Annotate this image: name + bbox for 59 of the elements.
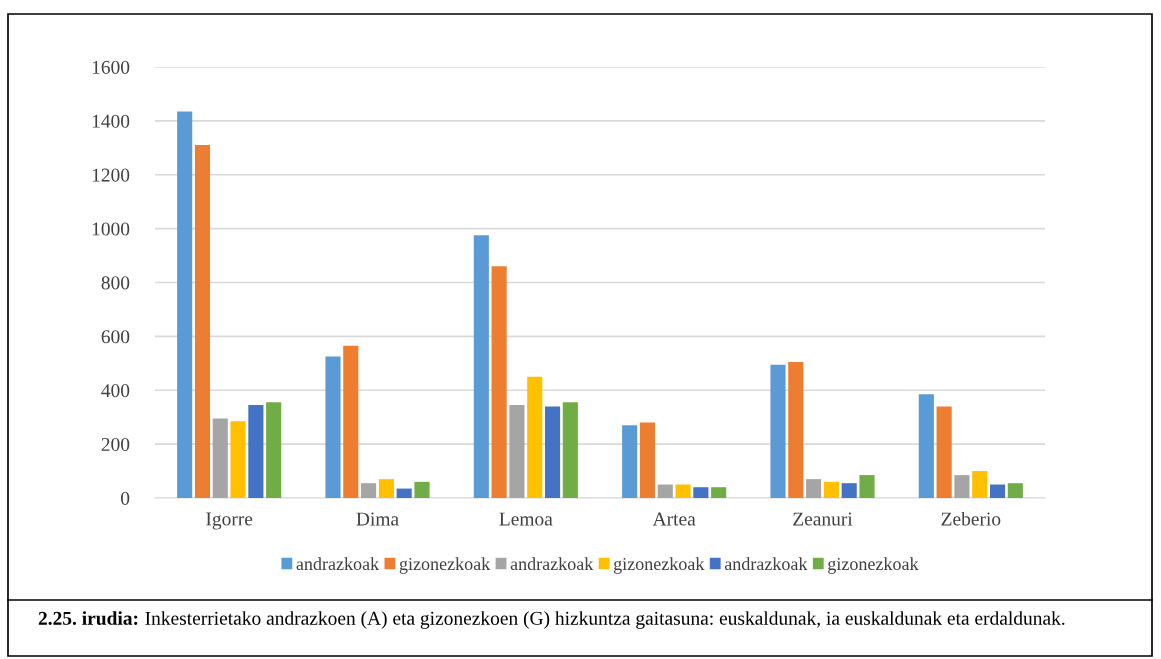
bar <box>711 487 727 498</box>
bar <box>527 376 543 498</box>
bar <box>378 479 394 498</box>
x-tick-label: Artea <box>652 512 696 526</box>
bar <box>266 402 282 498</box>
x-tick-label: Zeberio <box>941 511 1001 526</box>
bar <box>1007 483 1023 498</box>
text: Inkesterrietako andrazkoen (A) eta gizonezkoen (G) hizkuntza gaitasuna: euskaldunak, ia euskaldunak eta erdaldunak. <box>145 611 1065 629</box>
bar <box>491 266 507 498</box>
bar <box>657 484 673 498</box>
bar <box>562 402 578 498</box>
bar <box>823 481 839 498</box>
bar <box>806 479 822 498</box>
legend-label: gizonezkoak <box>828 557 919 574</box>
y-tick-label: 1200 <box>92 168 130 182</box>
bar <box>770 364 786 498</box>
bar <box>936 406 952 498</box>
legend-label: gizonezkoak <box>399 557 491 574</box>
bar <box>622 425 638 498</box>
bar <box>675 484 691 498</box>
legend-label: gizonezkoak <box>613 557 705 574</box>
bar <box>177 111 193 498</box>
bar <box>230 421 246 498</box>
y-tick-label: 200 <box>101 437 130 452</box>
y-tick-label: 1000 <box>92 222 130 236</box>
legend-label: andrazkoak <box>510 557 594 571</box>
bar <box>841 483 857 498</box>
bar <box>544 406 561 498</box>
bar <box>859 475 875 498</box>
x-tick-label: Lemoa <box>499 512 553 526</box>
bar <box>989 484 1006 498</box>
x-tick-label: Zeanuri <box>793 512 853 526</box>
bar <box>918 394 934 498</box>
bar <box>473 235 489 498</box>
bar <box>325 356 341 498</box>
y-tick-label: 0 <box>121 491 130 505</box>
y-tick-label: 1600 <box>92 60 130 74</box>
y-tick-label: 600 <box>101 330 130 344</box>
bar <box>212 418 228 498</box>
bar <box>361 483 377 498</box>
bar <box>396 488 412 498</box>
x-tick-label: Dima <box>356 512 399 526</box>
bar <box>639 422 656 498</box>
bar <box>693 487 709 498</box>
bar <box>788 361 804 498</box>
bar <box>414 481 430 498</box>
bar <box>343 345 359 498</box>
legend-label: andrazkoak <box>296 557 380 571</box>
bar <box>248 405 264 498</box>
bar <box>194 145 211 498</box>
bar <box>972 471 988 498</box>
bar <box>954 475 970 498</box>
legend-label: andrazkoak <box>724 557 808 571</box>
y-tick-label: 800 <box>101 276 130 290</box>
bar <box>509 405 525 498</box>
x-tick-label: Igorre <box>206 512 253 530</box>
text: 2.25. irudia: <box>38 611 138 625</box>
y-tick-label: 400 <box>101 384 130 398</box>
y-tick-label: 1400 <box>92 114 130 128</box>
